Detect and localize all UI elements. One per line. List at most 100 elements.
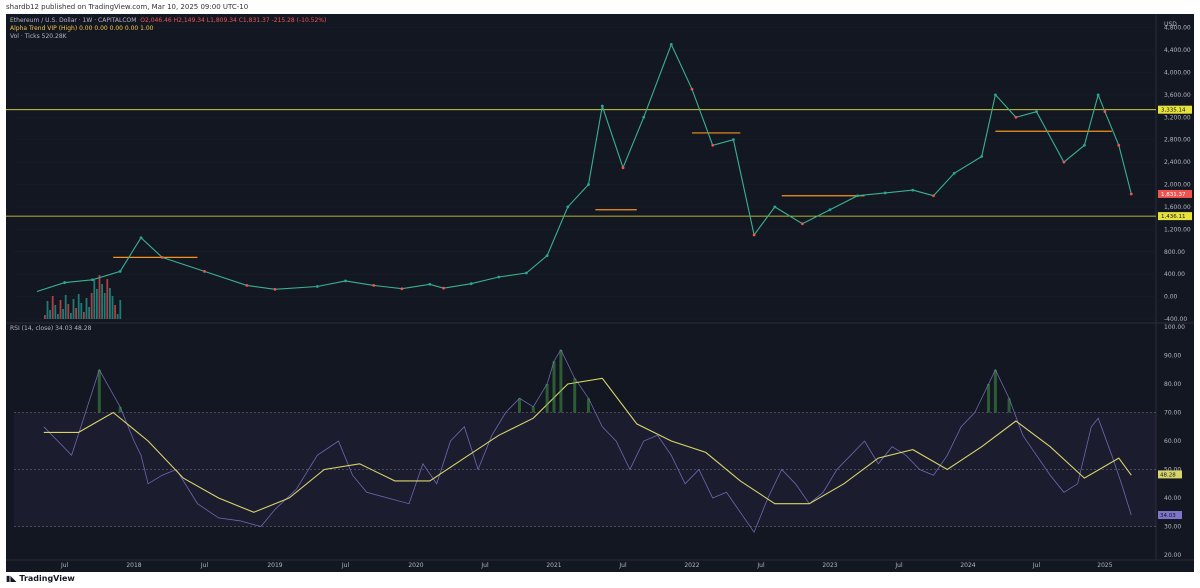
- price-point[interactable]: [400, 287, 404, 291]
- price-point[interactable]: [118, 269, 122, 273]
- price-point[interactable]: [752, 233, 756, 237]
- rsi-tick-label: 90.00: [1164, 353, 1181, 360]
- price-point[interactable]: [621, 166, 625, 170]
- rsi-tick-label: 20.00: [1164, 552, 1181, 559]
- price-point[interactable]: [732, 138, 735, 142]
- price-point[interactable]: [63, 281, 67, 284]
- brand-name: TradingView: [19, 574, 75, 583]
- volume-bar: [54, 305, 57, 319]
- price-point[interactable]: [497, 275, 501, 279]
- price-point[interactable]: [428, 282, 432, 286]
- price-label-badge: [1158, 189, 1192, 198]
- tradingview-logo[interactable]: ▮◣ TradingView: [6, 574, 75, 583]
- price-point[interactable]: [669, 43, 673, 46]
- rsi-legend: RSI (14, close) 34.03 48.28: [10, 325, 91, 333]
- rsi-line[interactable]: [43, 348, 1132, 534]
- volume-bar: [106, 279, 109, 319]
- symbol-title[interactable]: Ethereum / U.S. Dollar · 1W · CAPITALCOM: [10, 17, 137, 24]
- price-label-badge: [1158, 105, 1192, 114]
- price-point[interactable]: [566, 205, 570, 209]
- price-pane[interactable]: 4,800.00 4,400.00 4,000.00 3,600.00 3,200.00…: [6, 14, 1194, 560]
- chart-background: [6, 14, 1194, 572]
- price-point[interactable]: [203, 269, 206, 273]
- rsi-legend-label[interactable]: RSI (14, close) 34.03 48.28: [10, 325, 92, 332]
- chart-area[interactable]: 4,800.00 4,400.00 4,000.00 3,600.00 3,200.00…: [6, 14, 1194, 572]
- price-point[interactable]: [600, 104, 604, 108]
- price-point[interactable]: [587, 183, 590, 186]
- volume-bar: [64, 295, 67, 319]
- chart-canvas[interactable]: 4,800.00 4,400.00 4,000.00 3,600.00 3,200.00…: [6, 14, 1194, 572]
- price-point[interactable]: [245, 283, 249, 287]
- price-point[interactable]: [773, 205, 777, 209]
- publish-header: shardb12 published on TradingView.com, M…: [0, 0, 1200, 14]
- price-tick-label: -400.00: [1164, 316, 1187, 323]
- price-tick-label: 3,600.00: [1164, 92, 1191, 99]
- rsi-value-badge: [1158, 511, 1182, 520]
- volume-bar: [96, 289, 98, 319]
- volume-bar: [49, 310, 51, 319]
- price-point[interactable]: [1014, 115, 1018, 119]
- price-point[interactable]: [642, 115, 646, 119]
- price-label-text: 1,436.11: [1161, 214, 1186, 220]
- price-label-text: 1,831.37: [1161, 192, 1186, 198]
- price-point[interactable]: [1129, 192, 1133, 196]
- price-label-text: 3,335.14: [1161, 108, 1186, 114]
- rsi-tick-label: 30.00: [1164, 524, 1181, 531]
- price-tick-label: 4,400.00: [1164, 47, 1191, 54]
- price-point[interactable]: [994, 93, 997, 97]
- volume-bar: [46, 301, 49, 319]
- price-point[interactable]: [344, 279, 347, 283]
- price-point[interactable]: [801, 222, 804, 226]
- ohlc-values: O2,046.46 H2,149.34 L1,809.34 C1,831.37 …: [140, 17, 327, 24]
- price-point[interactable]: [525, 271, 528, 275]
- volume-bar: [80, 303, 83, 319]
- price-point[interactable]: [980, 155, 984, 158]
- price-tick-label: 800.00: [1164, 249, 1185, 256]
- rsi-tick-label: 50.00: [1164, 467, 1181, 474]
- price-point[interactable]: [690, 87, 694, 91]
- price-point[interactable]: [442, 286, 445, 290]
- time-tick-label: 2024: [960, 562, 975, 569]
- volume-bar: [67, 304, 70, 319]
- time-tick-label: 2025: [1097, 562, 1112, 569]
- price-tick-label: 4,800.00: [1164, 25, 1191, 32]
- price-point[interactable]: [932, 194, 935, 198]
- price-point[interactable]: [1096, 93, 1100, 97]
- price-point[interactable]: [1062, 160, 1066, 164]
- volume-bar: [77, 294, 80, 319]
- price-tick-label: 400.00: [1164, 271, 1185, 278]
- price-point[interactable]: [139, 236, 143, 240]
- volume-bar: [93, 280, 96, 319]
- price-point[interactable]: [545, 254, 549, 258]
- indicator-legend[interactable]: Alpha Trend VIP (High) 0.00 0.00 0.00 0.…: [10, 25, 154, 32]
- time-tick-label: Jul: [60, 562, 69, 569]
- volume-bar: [111, 296, 114, 319]
- time-tick-label: Jul: [480, 562, 489, 569]
- time-tick-label: 2020: [408, 562, 423, 569]
- price-point[interactable]: [160, 255, 164, 259]
- price-point[interactable]: [372, 283, 376, 287]
- price-point[interactable]: [711, 143, 715, 147]
- rsi-tick-label: 60.00: [1164, 438, 1181, 445]
- price-point[interactable]: [883, 191, 887, 195]
- price-point[interactable]: [1035, 110, 1038, 114]
- price-point[interactable]: [952, 171, 956, 175]
- price-point[interactable]: [856, 194, 859, 198]
- price-label-badge: [1158, 212, 1192, 221]
- price-point[interactable]: [1117, 143, 1121, 147]
- time-axis: Jul 2018 Jul 2019 Jul 2020 Jul 2021 Jul 2022 Jul 20…: [6, 559, 1194, 569]
- price-point[interactable]: [273, 287, 277, 291]
- time-tick-label: Jul: [894, 562, 903, 569]
- rsi-pane[interactable]: 100.00 90.00 80.00 70.00 60.00 50.00 40.00 30.0…: [14, 324, 1185, 559]
- volume-legend[interactable]: Vol · Ticks 520.28K: [10, 33, 67, 40]
- price-point[interactable]: [1103, 110, 1107, 114]
- volume-bar: [51, 296, 54, 319]
- price-point[interactable]: [315, 285, 319, 288]
- price-point[interactable]: [828, 208, 832, 212]
- footer: ▮◣ TradingView: [0, 572, 1200, 588]
- price-point[interactable]: [1083, 143, 1086, 147]
- price-point[interactable]: [911, 188, 915, 192]
- price-point[interactable]: [469, 282, 473, 286]
- rsi-ma-line[interactable]: [43, 377, 1132, 513]
- price-point[interactable]: [90, 278, 94, 282]
